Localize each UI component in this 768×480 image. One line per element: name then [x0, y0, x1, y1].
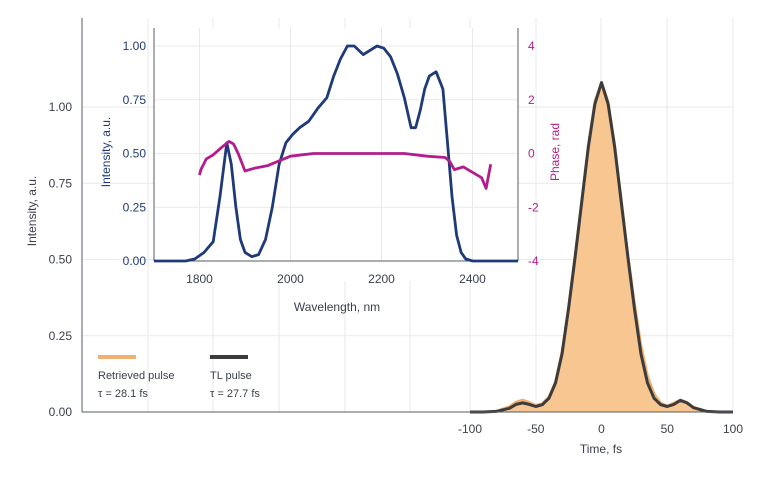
legend-label-retrieved-pulse: Retrieved pulse [98, 370, 174, 382]
inset-spectrum-plot: 0.00 0.25 0.50 0.75 1.00 -4 -2 0 2 4 1800 2000 220… [99, 28, 562, 314]
inset-phase-tick-label: -4 [528, 254, 539, 268]
main-y-tick-labels: 0.00 0.25 0.50 0.75 1.00 [49, 100, 73, 419]
inset-phase-tick-label: -2 [528, 200, 539, 214]
legend-label-tl-pulse: TL pulse [210, 370, 252, 382]
main-y-tick-label: 0.00 [49, 405, 73, 419]
inset-y-tick-label: 0.25 [123, 200, 147, 214]
inset-x-tick-label: 2200 [368, 272, 395, 286]
legend-sublabel-tl-pulse: τ = 27.7 fs [210, 388, 260, 400]
inset-y-tick-label: 1.00 [123, 39, 147, 53]
main-y-tick-label: 0.25 [49, 329, 73, 343]
spectral-intensity-line [154, 44, 518, 263]
main-x-tick-label: 0 [598, 422, 605, 436]
inset-phase-axis-label: Phase, rad [548, 123, 562, 181]
spectral-phase-line [198, 140, 493, 190]
main-x-tick-label: 50 [661, 422, 675, 436]
inset-x-tick-label: 2400 [459, 272, 486, 286]
main-axes [81, 18, 733, 413]
main-x-tick-label: -100 [458, 422, 482, 436]
inset-x-axis-label: Wavelength, nm [294, 300, 380, 314]
inset-phase-tick-labels: -4 -2 0 2 4 [528, 39, 539, 268]
main-x-axis-label: Time, fs [580, 442, 622, 456]
retrieved-pulse-area [470, 82, 733, 412]
inset-phase-tick-label: 2 [528, 93, 535, 107]
inset-x-tick-label: 1800 [186, 272, 213, 286]
inset-axes [153, 28, 519, 262]
inset-x-tick-labels: 1800 2000 2200 2400 [186, 272, 486, 286]
inset-y-tick-label: 0.50 [123, 147, 147, 161]
inset-y-tick-labels: 0.00 0.25 0.50 0.75 1.00 [123, 39, 147, 268]
inset-y-tick-label: 0.75 [123, 93, 147, 107]
main-y-axis-label: Intensity, a.u. [25, 176, 39, 246]
main-x-tick-label: -50 [527, 422, 545, 436]
inset-x-tick-label: 2000 [277, 272, 304, 286]
main-x-tick-labels: -100 -50 0 50 100 [458, 422, 743, 436]
main-series-lines [470, 81, 733, 414]
retrieved-pulse-fill [470, 82, 733, 412]
main-x-tick-label: 100 [723, 422, 743, 436]
main-y-tick-label: 1.00 [49, 100, 73, 114]
inset-phase-tick-label: 4 [528, 39, 535, 53]
main-y-tick-label: 0.75 [49, 176, 73, 190]
legend: Retrieved pulse τ = 28.1 fs TL pulse τ =… [98, 355, 260, 400]
tl-pulse-line [470, 81, 733, 414]
inset-phase-tick-label: 0 [528, 147, 535, 161]
inset-y-tick-label: 0.00 [123, 254, 147, 268]
main-y-tick-label: 0.50 [49, 253, 73, 267]
inset-y-axis-label: Intensity, a.u. [99, 117, 113, 187]
legend-sublabel-retrieved-pulse: τ = 28.1 fs [98, 388, 148, 400]
inset-series-lines [154, 44, 518, 263]
